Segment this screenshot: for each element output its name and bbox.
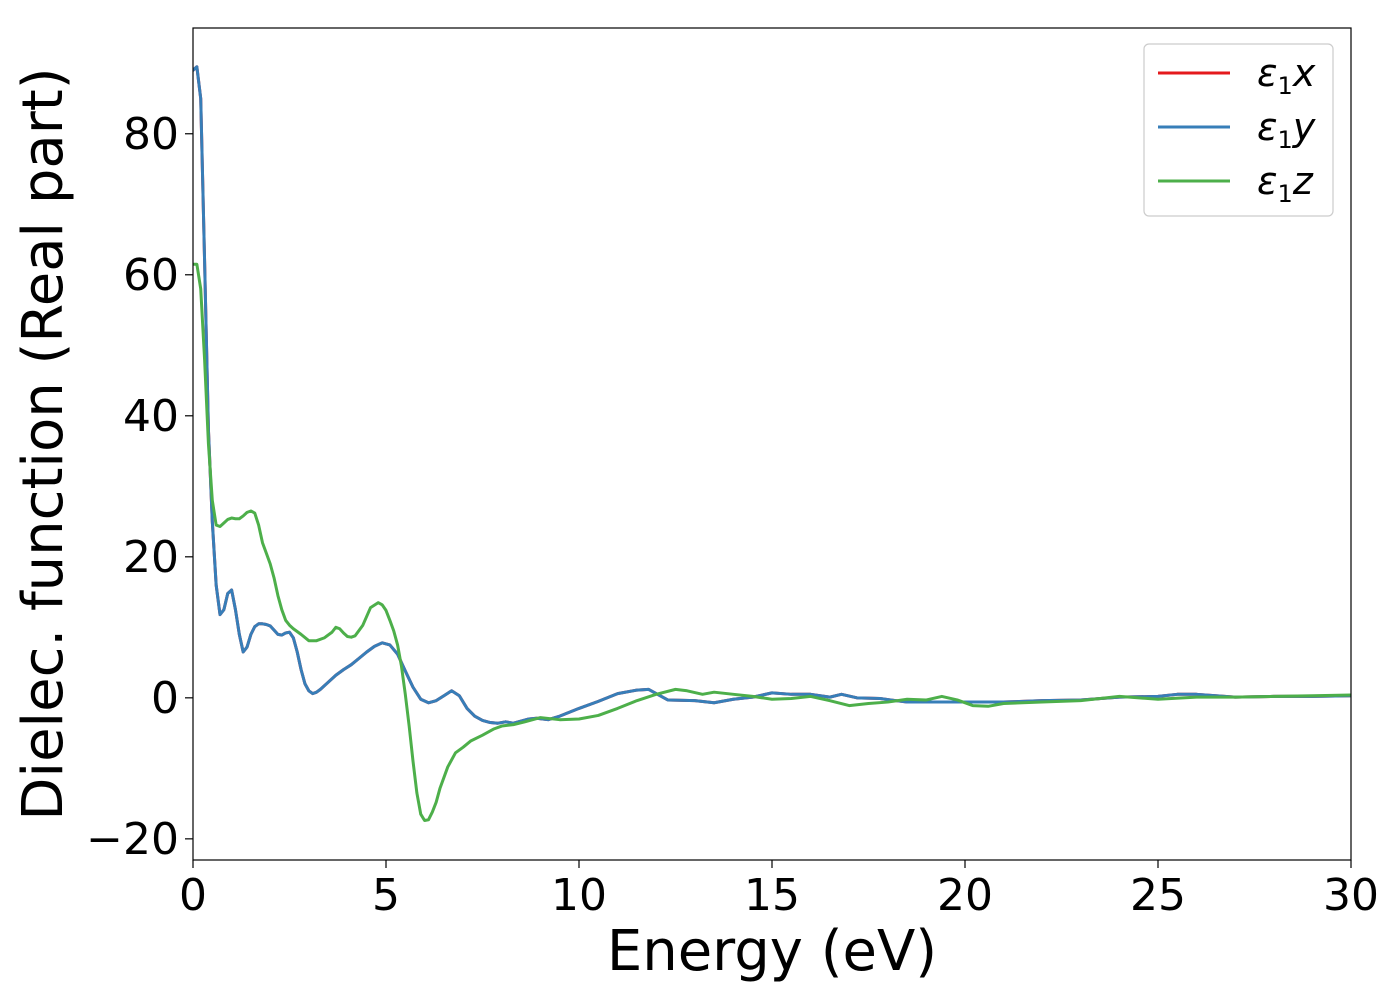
x-tick-label: 25 [1130, 870, 1186, 921]
x-tick-label: 0 [179, 870, 207, 921]
legend-subscript: 1 [1278, 180, 1293, 208]
y-tick-label: −20 [86, 814, 179, 865]
legend-variable: y [1292, 105, 1316, 149]
y-tick-label: 0 [151, 673, 179, 724]
legend-subscript: 1 [1278, 72, 1293, 100]
x-tick-label: 10 [551, 870, 607, 921]
x-tick-label: 5 [372, 870, 400, 921]
legend-subscript: 1 [1278, 126, 1293, 154]
legend-variable: x [1292, 51, 1316, 95]
x-tick-label: 15 [744, 870, 800, 921]
x-tick-label: 20 [937, 870, 993, 921]
series-layer [193, 65, 1351, 823]
legend-entry-x: ε1x [1257, 51, 1316, 100]
x-tick-label: 30 [1323, 870, 1379, 921]
x-axis-ticks: 0 5 10 15 20 25 30 [179, 860, 1379, 921]
legend-symbol: ε [1257, 105, 1278, 149]
y-tick-label: 60 [123, 250, 179, 301]
legend-symbol: ε [1257, 159, 1278, 203]
legend-box [1143, 43, 1334, 217]
legend-symbol: ε [1257, 51, 1278, 95]
y-tick-label: 20 [123, 532, 179, 583]
y-axis-ticks: −20 0 20 40 60 80 [86, 109, 193, 865]
legend-entry-y: ε1y [1257, 105, 1316, 154]
y-tick-label: 80 [123, 109, 179, 160]
y-tick-label: 40 [123, 391, 179, 442]
legend-variable: z [1292, 159, 1314, 203]
y-axis-label: Dielec. function (Real part) [11, 67, 76, 820]
x-axis-label: Energy (eV) [607, 919, 937, 984]
series-line-z [193, 262, 1351, 823]
legend-entry-z: ε1z [1257, 159, 1314, 208]
